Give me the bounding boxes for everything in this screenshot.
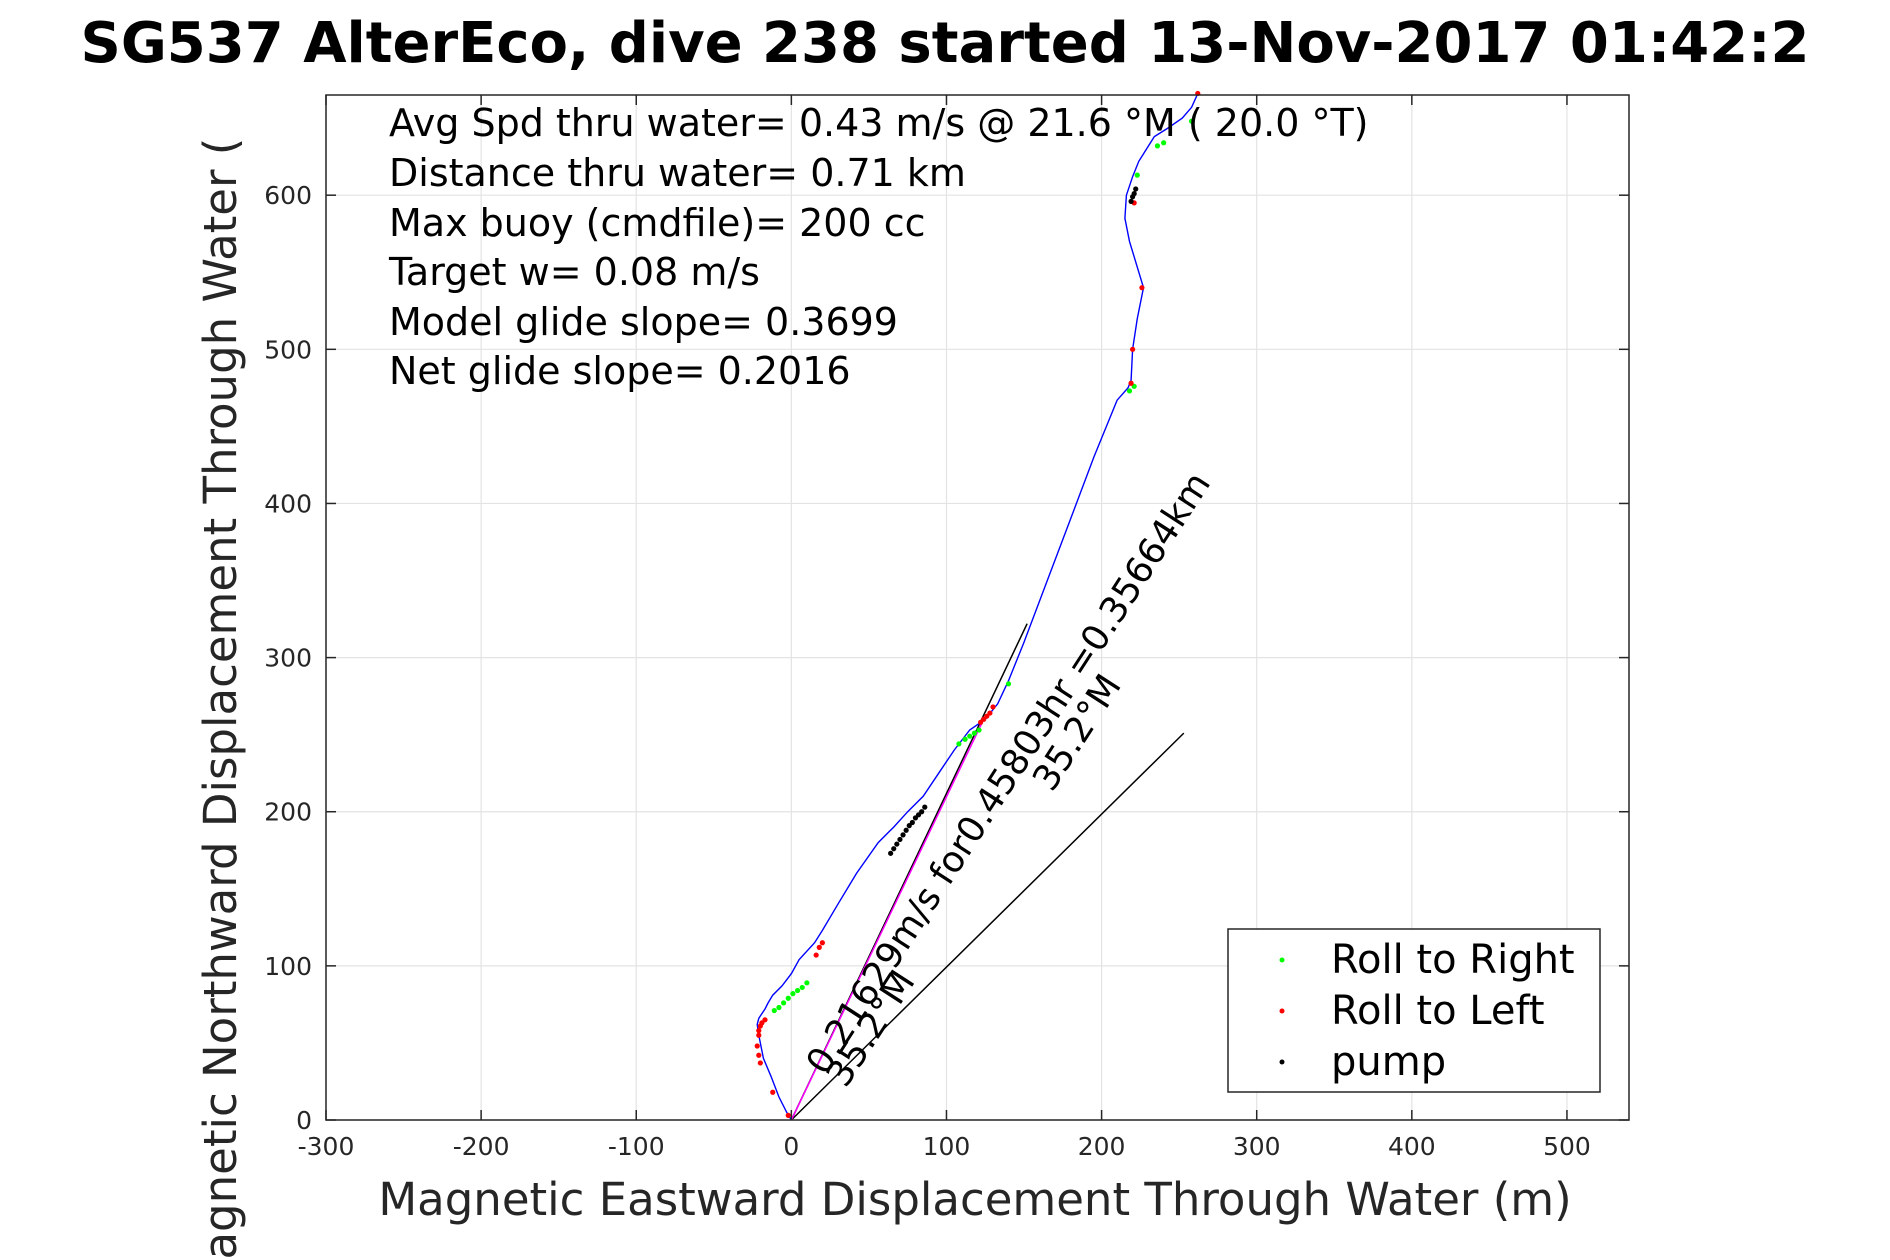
y-tick-label: 500 (264, 335, 312, 364)
point-roll-to-left (756, 1052, 762, 1058)
point-pump (900, 832, 906, 838)
data-points (754, 90, 1201, 1118)
point-roll-to-right (1188, 118, 1195, 124)
legend-label-roll-left: Roll to Left (1331, 988, 1545, 1034)
x-axis-label: Magnetic Eastward Displacement Through W… (378, 1173, 1571, 1226)
point-pump (1131, 191, 1137, 197)
point-roll-to-right (781, 1000, 787, 1006)
point-pump (909, 819, 915, 826)
y-tick-label: 300 (264, 644, 312, 673)
point-pump (1133, 186, 1139, 192)
info-model-glide-slope: Model glide slope= 0.3699 (389, 300, 898, 344)
point-roll-to-left (757, 1060, 763, 1066)
x-tick-label: -100 (608, 1132, 665, 1161)
point-roll-to-left (762, 1017, 768, 1023)
point-roll-to-right (1161, 140, 1167, 146)
point-roll-to-right (776, 1004, 782, 1011)
point-roll-to-left (990, 704, 996, 710)
point-pump (894, 841, 900, 847)
x-tick-label: 500 (1543, 1132, 1591, 1161)
reference-lines (790, 623, 1185, 1121)
point-pump (903, 827, 909, 833)
y-tick-label: 0 (296, 1106, 312, 1135)
x-tick-label: 300 (1233, 1132, 1281, 1161)
point-roll-to-left (785, 1112, 791, 1118)
point-roll-to-left (756, 1028, 762, 1034)
point-roll-to-left (819, 940, 825, 946)
point-roll-to-right (956, 741, 962, 747)
x-tick-label: -300 (298, 1132, 355, 1161)
point-roll-to-right (1154, 143, 1161, 149)
x-tick-label: 200 (1078, 1132, 1126, 1161)
info-target-w: Target w= 0.08 m/s (388, 250, 760, 294)
track-group (756, 93, 1199, 1121)
plot-frame (325, 94, 1630, 1121)
x-axis-ticks: -300 -200 -100 0 100 200 300 400 500 (298, 95, 1591, 1161)
point-roll-to-right (794, 987, 801, 994)
x-tick-label: -200 (453, 1132, 510, 1161)
legend-marker-roll-left (1279, 1008, 1285, 1014)
y-axis-label: Magnetic Northward Displacement Through … (194, 138, 247, 1260)
point-roll-to-left (816, 944, 822, 950)
x-tick-label: 100 (923, 1132, 971, 1161)
legend-box (1227, 928, 1601, 1093)
point-roll-to-left (987, 710, 993, 716)
x-tick-label: 400 (1388, 1132, 1436, 1161)
point-roll-to-right (976, 727, 982, 733)
point-pump (897, 836, 903, 843)
point-roll-to-right (771, 1007, 777, 1014)
legend-label-roll-right: Roll to Right (1331, 937, 1575, 983)
y-axis-ticks: 0 100 200 300 400 500 600 (264, 181, 1629, 1135)
info-distance: Distance thru water= 0.71 km (389, 151, 966, 195)
point-roll-to-left (1128, 380, 1134, 386)
point-roll-to-right (1126, 388, 1133, 394)
point-roll-to-left (756, 1032, 762, 1038)
info-box: Avg Spd thru water= 0.43 m/s @ 21.6 °M (… (388, 101, 1369, 393)
legend-marker-roll-right (1279, 957, 1285, 963)
info-max-buoy: Max buoy (cmdfile)= 200 cc (389, 201, 926, 245)
legend-label-pump: pump (1331, 1039, 1446, 1085)
point-roll-to-right (971, 730, 977, 736)
point-roll-to-right (804, 980, 810, 986)
point-pump (922, 804, 928, 810)
legend-marker-pump (1279, 1059, 1285, 1065)
point-pump (891, 846, 897, 852)
point-pump (888, 850, 894, 856)
point-roll-to-left (770, 1089, 776, 1095)
point-roll-to-right (790, 991, 796, 997)
info-net-glide-slope: Net glide slope= 0.2016 (389, 349, 851, 393)
chart-title: SG537 AlterEco, dive 238 started 13-Nov-… (81, 11, 1810, 76)
point-roll-to-right (1134, 172, 1140, 178)
point-roll-to-left (754, 1043, 760, 1049)
point-roll-to-left (1139, 285, 1145, 291)
y-tick-label: 400 (264, 489, 312, 518)
point-roll-to-right (967, 733, 973, 739)
y-tick-label: 600 (264, 181, 312, 210)
point-roll-to-left (1130, 346, 1136, 352)
y-tick-label: 100 (264, 952, 312, 981)
x-tick-label: 0 (783, 1132, 799, 1161)
legend: Roll to Right Roll to Left pump (1227, 928, 1601, 1093)
point-roll-to-right (785, 995, 791, 1001)
point-roll-to-right (1005, 681, 1012, 687)
current-vector-line (790, 718, 985, 1121)
point-roll-to-left (813, 952, 819, 958)
info-avg-speed: Avg Spd thru water= 0.43 m/s @ 21.6 °M (… (389, 101, 1369, 145)
point-roll-to-right (799, 984, 805, 991)
point-pump (919, 809, 925, 815)
track-line (756, 93, 1199, 1121)
point-roll-to-right (962, 736, 968, 742)
y-tick-label: 200 (264, 798, 312, 827)
heading-line (790, 732, 1185, 1121)
point-pump (1128, 198, 1134, 204)
